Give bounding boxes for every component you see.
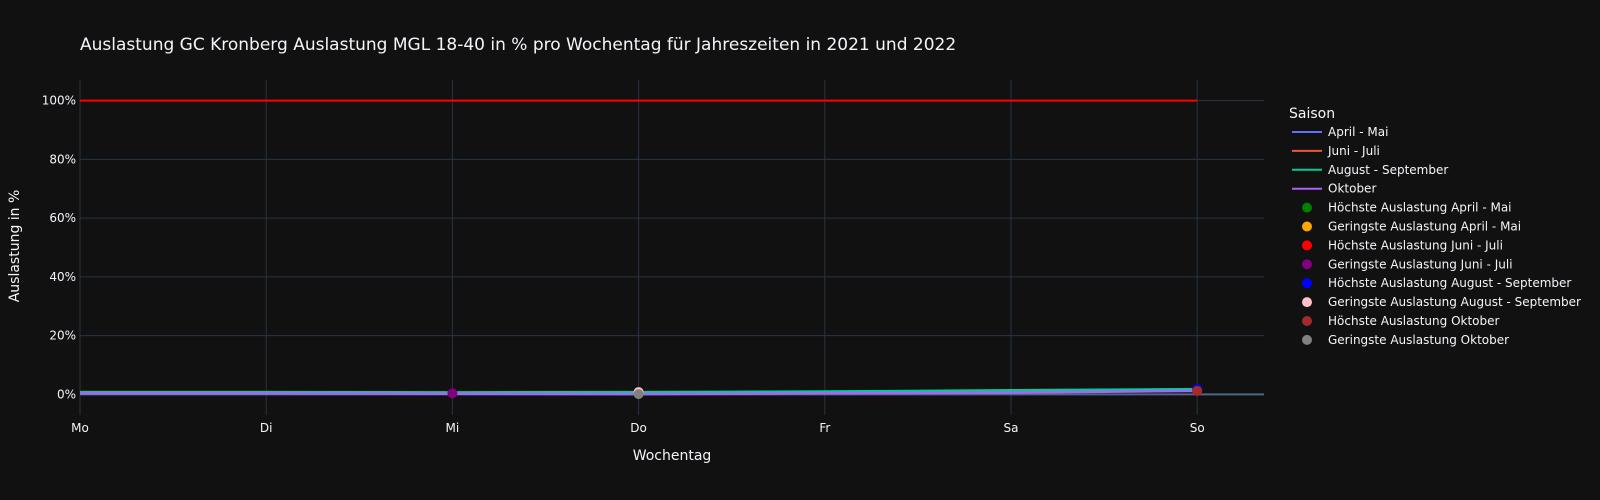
marker-point — [633, 389, 644, 400]
legend-swatch-marker — [1302, 221, 1312, 232]
legend-entry: Oktober — [1328, 182, 1376, 196]
legend-swatch-marker — [1302, 202, 1312, 213]
y-tick-label: 80% — [49, 152, 76, 166]
legend-entry: Geringste Auslastung Juni - Juli — [1328, 257, 1513, 271]
legend-swatch-marker — [1302, 316, 1312, 326]
x-axis-title: Wochentag — [633, 448, 712, 464]
legend-entry: August - September — [1328, 163, 1448, 177]
legend-entry: Geringste Auslastung April - Mai — [1328, 220, 1521, 234]
legend-entry: Juni - Juli — [1327, 144, 1380, 158]
legend-swatch-marker — [1302, 259, 1312, 270]
x-tick-label: Di — [260, 421, 273, 435]
legend-entry: Geringste Auslastung August - September — [1328, 295, 1581, 309]
x-tick-label: So — [1190, 421, 1205, 435]
legend[interactable]: Saison April - Mai Juni - Juli August - Se… — [1289, 106, 1581, 347]
legend-entry: Höchste Auslastung April - Mai — [1328, 201, 1512, 215]
legend-entry: Geringste Auslastung Oktober — [1328, 333, 1509, 347]
legend-title: Saison — [1289, 106, 1335, 122]
y-tick-label: 20% — [49, 329, 76, 343]
marker-point — [447, 388, 458, 399]
legend-swatch-marker — [1302, 334, 1312, 345]
y-tick-label: 60% — [49, 211, 76, 225]
x-tick-label: Mi — [446, 421, 460, 435]
x-tick-label: Fr — [819, 421, 830, 435]
y-tick-label: 0% — [57, 387, 76, 401]
grid — [79, 80, 1264, 415]
legend-entry: Höchste Auslastung August - September — [1328, 276, 1571, 290]
legend-entry: April - Mai — [1328, 125, 1388, 139]
legend-entry: Höchste Auslastung Oktober — [1328, 314, 1500, 328]
chart-title: Auslastung GC Kronberg Auslastung MGL 18… — [80, 35, 956, 55]
x-tick-label: Mo — [71, 421, 89, 435]
legend-swatch-marker — [1302, 297, 1312, 308]
x-tick-label: Do — [630, 421, 647, 435]
y-tick-label: 100% — [42, 94, 76, 108]
marker-point — [1192, 385, 1203, 396]
axis-ticks: 0% 20% 40% 60% 80% 100% Mo Di Mi Do Fr Sa So — [42, 94, 1205, 435]
y-axis-title: Auslastung in % — [7, 190, 23, 303]
plot-area — [79, 99, 1203, 400]
legend-entry: Höchste Auslastung Juni - Juli — [1328, 238, 1503, 252]
legend-swatch-marker — [1302, 240, 1312, 251]
y-tick-label: 40% — [49, 270, 76, 284]
x-tick-label: Sa — [1004, 421, 1019, 435]
legend-swatch-marker — [1302, 278, 1312, 289]
